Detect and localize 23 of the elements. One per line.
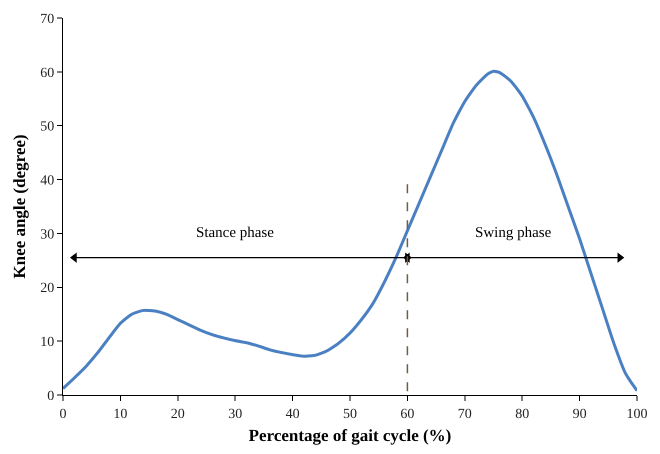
x-tick-label: 40	[286, 406, 300, 422]
y-tick-label: 10	[40, 335, 54, 350]
y-tick-label: 20	[40, 281, 54, 296]
y-tick-label: 40	[40, 173, 54, 188]
annotation: Swing phase	[475, 225, 552, 241]
annotation: Stance phase	[196, 225, 274, 241]
x-tick-label: 0	[60, 406, 66, 422]
x-axis-title: Percentage of gait cycle (%)	[248, 426, 452, 446]
x-tick-label: 70	[458, 406, 472, 422]
x-tick-label: 20	[170, 406, 185, 422]
x-tick-label: 80	[515, 406, 530, 422]
y-tick-label: 50	[40, 120, 54, 135]
x-tick-label: 100	[626, 406, 648, 422]
x-tick-label: 60	[400, 406, 414, 422]
y-tick-label: 30	[40, 227, 54, 242]
y-tick-label: 70	[40, 12, 54, 27]
x-tick-label: 10	[113, 406, 128, 422]
y-tick-label: 60	[40, 66, 54, 81]
y-axis-title: Knee angle (degree)	[10, 134, 29, 279]
x-tick-label: 50	[343, 406, 357, 422]
y-tick-label: 0	[47, 388, 54, 404]
x-tick-label: 30	[228, 406, 242, 422]
x-tick-label: 90	[572, 406, 587, 422]
